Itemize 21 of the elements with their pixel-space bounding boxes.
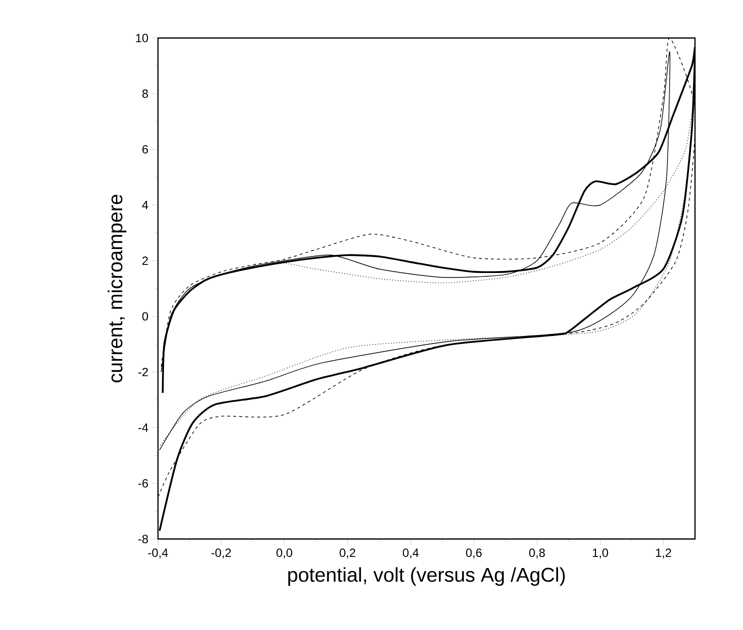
y-tick-label: 10 [136,34,148,42]
x-tick-label: -0,4 [148,548,168,558]
x-tick-label: -0,2 [211,548,231,558]
y-tick-label: -4 [138,424,148,432]
y-tick-label: -8 [138,534,148,544]
y-tick-label: 6 [142,145,148,154]
x-tick-label: 0,2 [340,548,356,558]
x-tick-label: 0,6 [466,548,482,558]
x-tick-label: 0,4 [402,548,419,558]
y-axis-title: current, microampere [108,194,126,382]
x-tick-label: 0,0 [276,548,292,558]
y-tick-label: 4 [142,200,148,210]
x-tick-label: 1,0 [592,548,608,558]
x-axis-title: potential, volt (versus Ag /AgCl) [288,567,565,586]
y-tick-label: -6 [138,479,148,488]
y-tick-label: 0 [142,312,148,321]
x-tick-label: 1,2 [656,548,672,558]
x-tick-label: 0,8 [529,548,545,558]
y-tick-label: 2 [142,256,148,265]
y-tick-label: 8 [142,89,148,98]
y-tick-label: -2 [138,368,148,376]
